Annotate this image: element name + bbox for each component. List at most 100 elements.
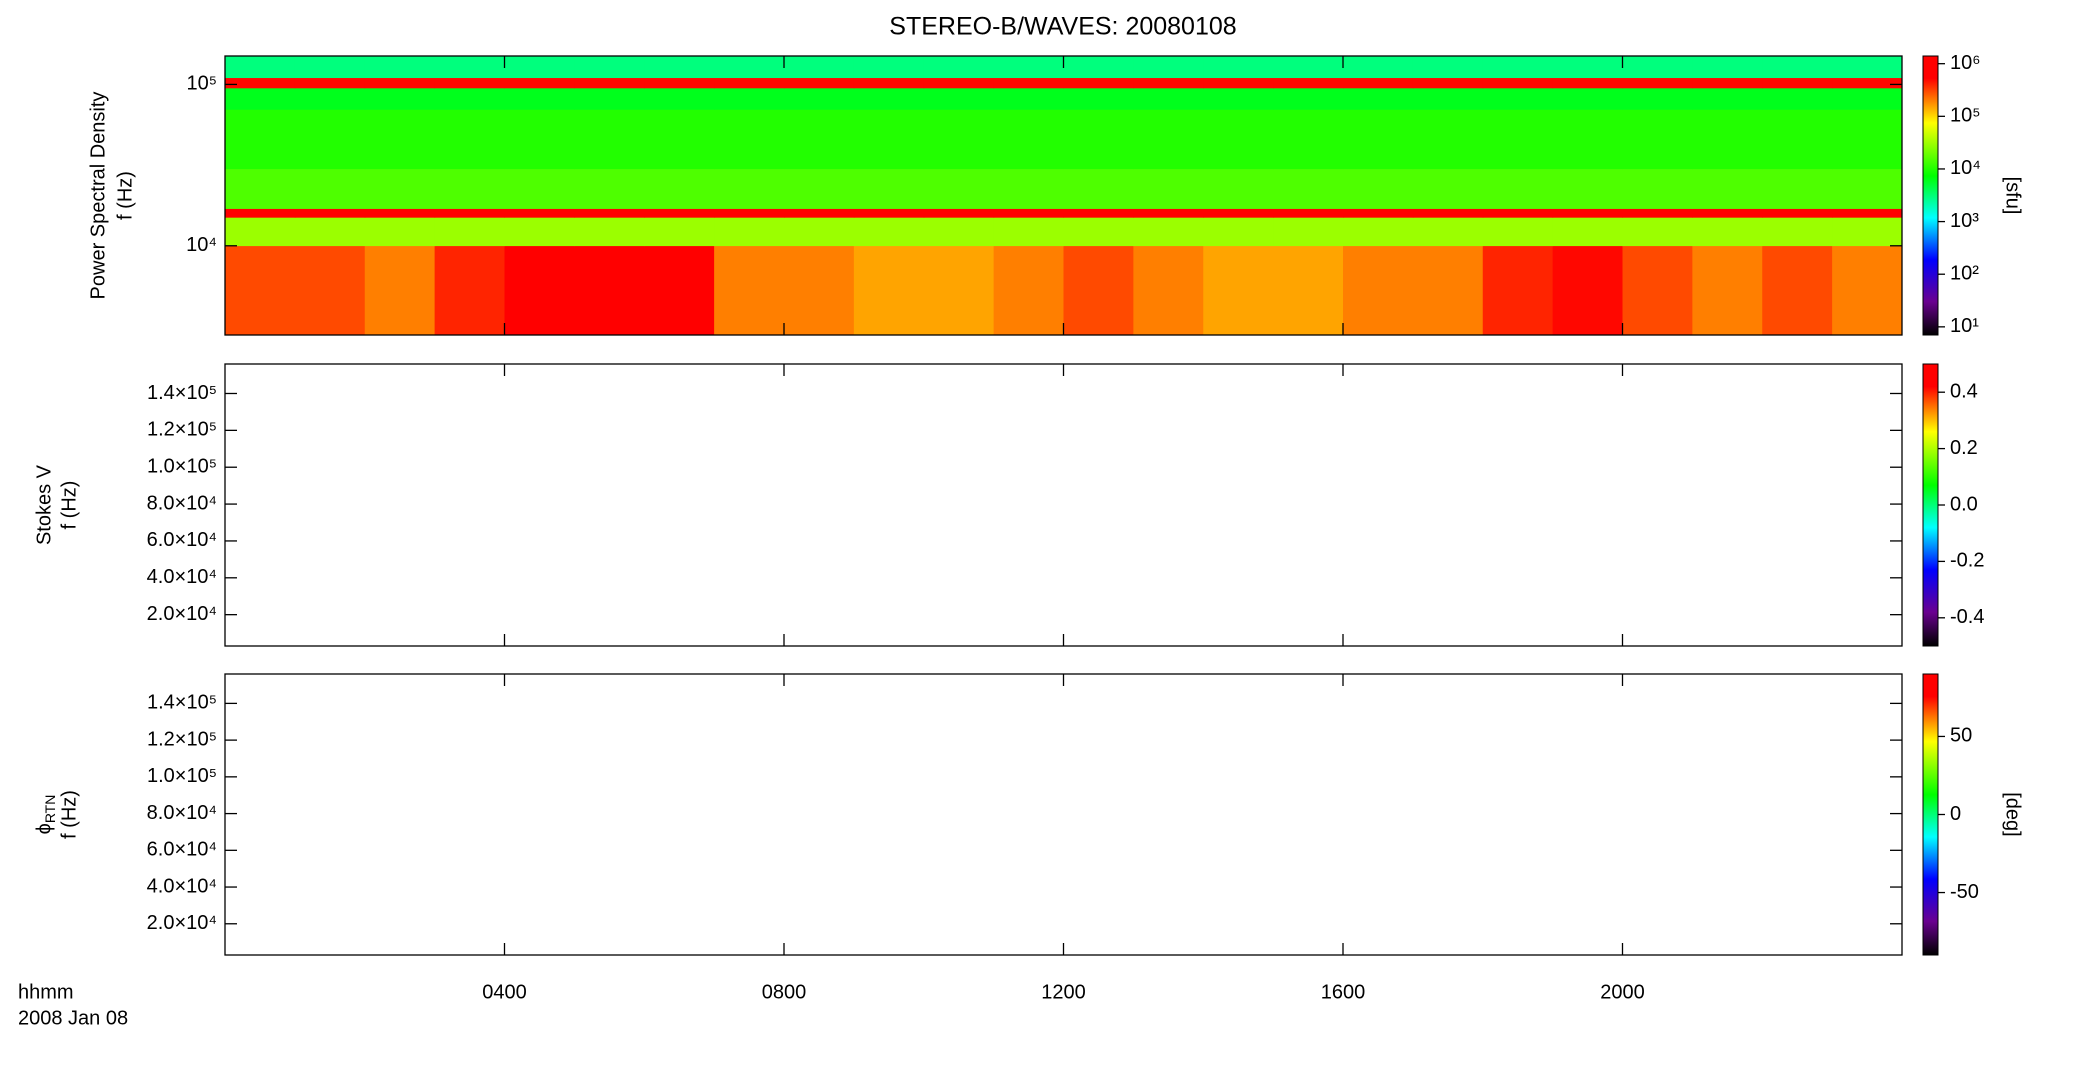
colorbar-tick-label: 10⁵ xyxy=(1950,105,1981,127)
heatmap-cell xyxy=(1412,77,1484,89)
y-axis-label: f (Hz) xyxy=(58,481,80,530)
colorbar-label: [deg] xyxy=(2002,792,2024,836)
heatmap-cell xyxy=(644,217,715,247)
heatmap-cell xyxy=(993,168,1064,209)
colorbar-tick-label: 0.4 xyxy=(1950,380,1978,402)
heatmap-cell xyxy=(1622,245,1693,336)
heatmap-cell xyxy=(714,217,785,247)
heatmap-cell xyxy=(714,168,785,209)
heatmap-cell xyxy=(784,77,855,89)
heatmap-cell xyxy=(993,56,1064,79)
colorbar-tick-label: 0.0 xyxy=(1950,493,1978,515)
heatmap-cell xyxy=(225,217,296,247)
heatmap-cell xyxy=(714,77,785,89)
heatmap-cell xyxy=(1482,208,1554,218)
heatmap-cell xyxy=(504,208,575,218)
heatmap-cell xyxy=(1133,217,1204,247)
heatmap-cell xyxy=(364,208,436,218)
y-tick-label: 6.0×10⁴ xyxy=(147,839,217,861)
heatmap-cell xyxy=(1622,208,1693,218)
colorbar-tick-label: -0.4 xyxy=(1950,606,1984,628)
y-tick-label: 1.0×10⁵ xyxy=(147,765,217,787)
heatmap-cell xyxy=(434,109,505,170)
heatmap-cell xyxy=(364,217,436,247)
plot-frame xyxy=(224,673,1903,956)
heatmap-cell xyxy=(1832,168,1903,209)
colorbar-tick-label: 10³ xyxy=(1950,210,1979,232)
heatmap-cell xyxy=(1412,109,1484,170)
date-label: 2008 Jan 08 xyxy=(18,1007,128,1029)
y-tick-label: 1.2×10⁵ xyxy=(147,728,217,750)
heatmap-cell xyxy=(1343,88,1414,110)
heatmap-cell xyxy=(1552,245,1623,336)
heatmap-cell xyxy=(225,208,296,218)
heatmap-cell xyxy=(574,77,645,89)
heatmap-cell xyxy=(853,168,925,209)
heatmap-cell xyxy=(1762,88,1833,110)
heatmap-cell xyxy=(1552,109,1623,170)
heatmap-cell xyxy=(225,109,296,170)
heatmap-cell xyxy=(574,56,645,79)
heatmap-cell xyxy=(1203,208,1274,218)
heatmap-cell xyxy=(1552,56,1623,79)
heatmap-cell xyxy=(434,77,505,89)
heatmap-cell xyxy=(504,109,575,170)
heatmap-cell xyxy=(434,208,505,218)
heatmap-cell xyxy=(853,208,925,218)
heatmap-cell xyxy=(784,56,855,79)
heatmap-cell xyxy=(1203,77,1274,89)
heatmap-cell xyxy=(504,217,575,247)
colorbar-tick-label: 0.2 xyxy=(1950,437,1978,459)
heatmap-cell xyxy=(853,109,925,170)
heatmap-cell xyxy=(574,208,645,218)
heatmap-cell xyxy=(1482,217,1554,247)
y-axis-label: f (Hz) xyxy=(58,790,80,839)
x-tick-label: 1200 xyxy=(1041,981,1086,1003)
heatmap-cell xyxy=(1273,168,1344,209)
heatmap-cell xyxy=(923,168,995,209)
heatmap-cell xyxy=(1762,245,1833,336)
colorbar xyxy=(1922,55,1939,336)
heatmap-cell xyxy=(1203,168,1274,209)
heatmap-cell xyxy=(923,208,995,218)
heatmap-cell xyxy=(434,168,505,209)
colorbar-tick-label: 10⁴ xyxy=(1950,157,1981,179)
heatmap-cell xyxy=(923,245,995,336)
heatmap-cell xyxy=(1482,168,1554,209)
heatmap-cell xyxy=(434,56,505,79)
heatmap-cell xyxy=(1063,208,1134,218)
heatmap-cell xyxy=(1762,56,1833,79)
y-axis-label-subscript: RTN xyxy=(42,795,58,824)
heatmap-cell xyxy=(1482,77,1554,89)
heatmap-cell xyxy=(644,245,715,336)
heatmap-cell xyxy=(364,88,436,110)
colorbar-tick-label: 50 xyxy=(1950,725,1972,747)
heatmap-cell xyxy=(294,168,366,209)
heatmap-cell xyxy=(294,217,366,247)
chart-title: STEREO-B/WAVES: 20080108 xyxy=(889,13,1236,41)
heatmap-cell xyxy=(1692,245,1763,336)
heatmap-cell xyxy=(1273,245,1344,336)
heatmap-cell xyxy=(1482,56,1554,79)
heatmap-cell xyxy=(1552,168,1623,209)
heatmap-cell xyxy=(644,56,715,79)
heatmap-cell xyxy=(923,56,995,79)
heatmap-cell xyxy=(784,109,855,170)
heatmap-cell xyxy=(225,88,296,110)
heatmap-cell xyxy=(784,168,855,209)
heatmap-cell xyxy=(1552,217,1623,247)
heatmap-cell xyxy=(1133,56,1204,79)
heatmap-cell xyxy=(1273,88,1344,110)
heatmap-cell xyxy=(1552,88,1623,110)
y-tick-label: 2.0×10⁴ xyxy=(147,912,217,934)
x-tick-label: 1600 xyxy=(1321,981,1366,1003)
heatmap-cell xyxy=(1412,56,1484,79)
heatmap-cell xyxy=(1622,217,1693,247)
heatmap-cell xyxy=(1692,56,1763,79)
heatmap-cell xyxy=(1273,217,1344,247)
heatmap-cell xyxy=(1832,77,1903,89)
heatmap-cell xyxy=(1203,245,1274,336)
plot-frame xyxy=(224,363,1903,647)
heatmap-cell xyxy=(1133,77,1204,89)
heatmap-cell xyxy=(1622,109,1693,170)
